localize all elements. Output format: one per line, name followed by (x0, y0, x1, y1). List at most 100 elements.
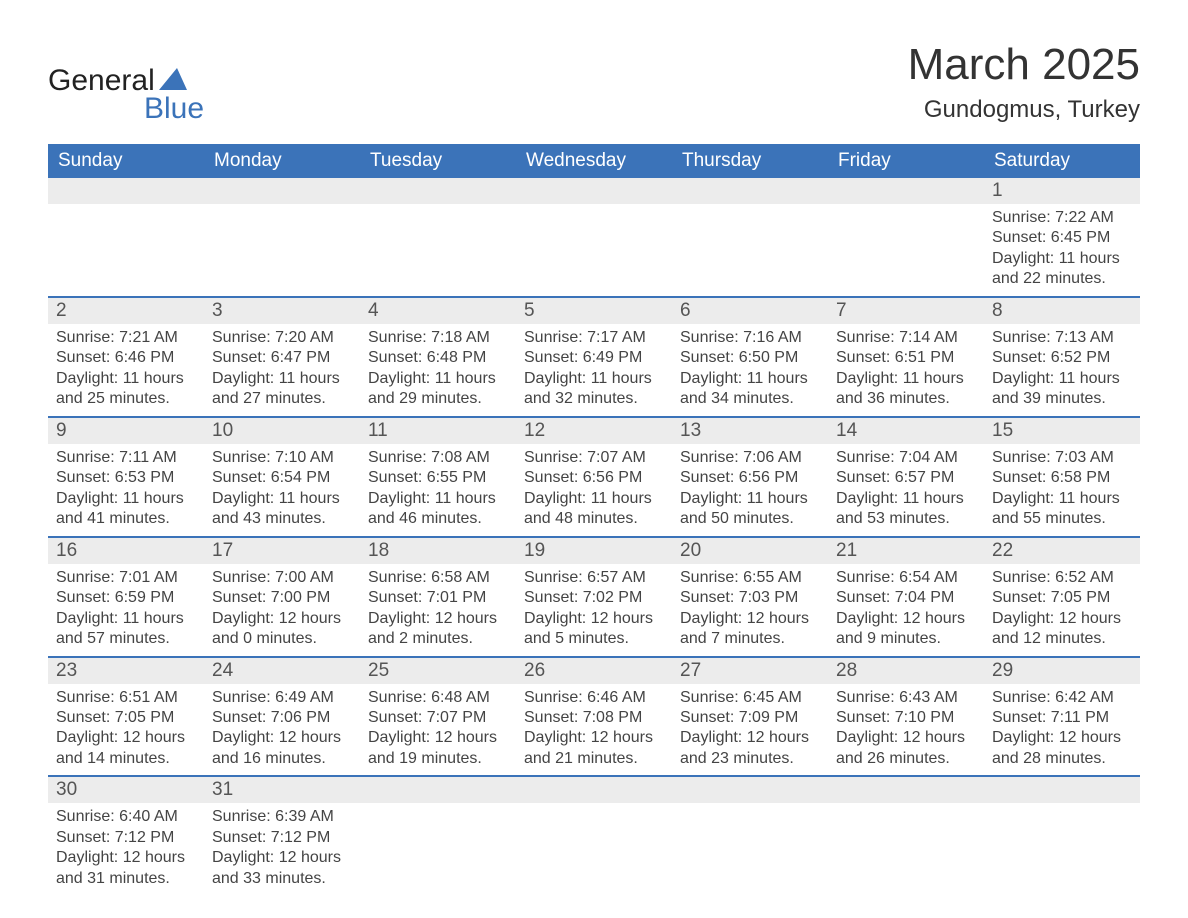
sunrise-text: Sunrise: 6:51 AM (56, 688, 196, 708)
day-cell: 3Sunrise: 7:20 AMSunset: 6:47 PMDaylight… (204, 297, 360, 417)
week-row: 9Sunrise: 7:11 AMSunset: 6:53 PMDaylight… (48, 417, 1140, 537)
sunrise-text: Sunrise: 7:18 AM (368, 328, 508, 348)
day-content: Sunrise: 6:40 AMSunset: 7:12 PMDaylight:… (48, 803, 204, 895)
daylight-text: Daylight: 11 hours and 27 minutes. (212, 369, 352, 410)
page-header: General Blue March 2025 Gundogmus, Turke… (48, 40, 1140, 126)
day-cell: 21Sunrise: 6:54 AMSunset: 7:04 PMDayligh… (828, 537, 984, 657)
sunrise-text: Sunrise: 7:03 AM (992, 448, 1132, 468)
day-number: 15 (984, 418, 1140, 444)
day-number: 20 (672, 538, 828, 564)
sunset-text: Sunset: 6:53 PM (56, 468, 196, 488)
daylight-text: Daylight: 11 hours and 22 minutes. (992, 249, 1132, 290)
daylight-text: Daylight: 12 hours and 0 minutes. (212, 609, 352, 650)
day-content (516, 803, 672, 889)
day-cell: 1Sunrise: 7:22 AMSunset: 6:45 PMDaylight… (984, 178, 1140, 297)
day-cell: 19Sunrise: 6:57 AMSunset: 7:02 PMDayligh… (516, 537, 672, 657)
day-cell: 8Sunrise: 7:13 AMSunset: 6:52 PMDaylight… (984, 297, 1140, 417)
daylight-text: Daylight: 11 hours and 55 minutes. (992, 489, 1132, 530)
sunset-text: Sunset: 6:57 PM (836, 468, 976, 488)
day-number (984, 777, 1140, 803)
day-content: Sunrise: 6:49 AMSunset: 7:06 PMDaylight:… (204, 684, 360, 776)
sunrise-text: Sunrise: 7:22 AM (992, 208, 1132, 228)
daylight-text: Daylight: 11 hours and 36 minutes. (836, 369, 976, 410)
day-cell: 31Sunrise: 6:39 AMSunset: 7:12 PMDayligh… (204, 776, 360, 895)
day-cell: 2Sunrise: 7:21 AMSunset: 6:46 PMDaylight… (48, 297, 204, 417)
col-monday: Monday (204, 144, 360, 178)
day-number: 25 (360, 658, 516, 684)
daylight-text: Daylight: 12 hours and 7 minutes. (680, 609, 820, 650)
day-content (360, 204, 516, 290)
sunset-text: Sunset: 7:03 PM (680, 588, 820, 608)
daylight-text: Daylight: 12 hours and 16 minutes. (212, 728, 352, 769)
daylight-text: Daylight: 11 hours and 48 minutes. (524, 489, 664, 530)
daylight-text: Daylight: 11 hours and 57 minutes. (56, 609, 196, 650)
sunset-text: Sunset: 7:11 PM (992, 708, 1132, 728)
day-content: Sunrise: 6:58 AMSunset: 7:01 PMDaylight:… (360, 564, 516, 656)
col-thursday: Thursday (672, 144, 828, 178)
sunset-text: Sunset: 6:55 PM (368, 468, 508, 488)
day-cell (204, 178, 360, 297)
day-number (672, 777, 828, 803)
sunset-text: Sunset: 7:04 PM (836, 588, 976, 608)
sunrise-text: Sunrise: 6:54 AM (836, 568, 976, 588)
sunset-text: Sunset: 7:12 PM (56, 828, 196, 848)
day-number (672, 178, 828, 204)
sunset-text: Sunset: 6:54 PM (212, 468, 352, 488)
sunset-text: Sunset: 7:05 PM (992, 588, 1132, 608)
sunrise-text: Sunrise: 7:04 AM (836, 448, 976, 468)
day-cell: 20Sunrise: 6:55 AMSunset: 7:03 PMDayligh… (672, 537, 828, 657)
sunset-text: Sunset: 6:46 PM (56, 348, 196, 368)
daylight-text: Daylight: 12 hours and 2 minutes. (368, 609, 508, 650)
daylight-text: Daylight: 11 hours and 46 minutes. (368, 489, 508, 530)
title-block: March 2025 Gundogmus, Turkey (908, 40, 1140, 124)
day-content: Sunrise: 6:42 AMSunset: 7:11 PMDaylight:… (984, 684, 1140, 776)
sunrise-text: Sunrise: 7:06 AM (680, 448, 820, 468)
daylight-text: Daylight: 12 hours and 26 minutes. (836, 728, 976, 769)
day-content: Sunrise: 6:55 AMSunset: 7:03 PMDaylight:… (672, 564, 828, 656)
day-content (984, 803, 1140, 889)
sunset-text: Sunset: 7:08 PM (524, 708, 664, 728)
day-cell: 5Sunrise: 7:17 AMSunset: 6:49 PMDaylight… (516, 297, 672, 417)
day-cell: 26Sunrise: 6:46 AMSunset: 7:08 PMDayligh… (516, 657, 672, 777)
month-title: March 2025 (908, 40, 1140, 90)
day-number: 8 (984, 298, 1140, 324)
day-content: Sunrise: 7:07 AMSunset: 6:56 PMDaylight:… (516, 444, 672, 536)
day-cell: 11Sunrise: 7:08 AMSunset: 6:55 PMDayligh… (360, 417, 516, 537)
day-content: Sunrise: 7:13 AMSunset: 6:52 PMDaylight:… (984, 324, 1140, 416)
sunrise-text: Sunrise: 6:40 AM (56, 807, 196, 827)
day-number: 26 (516, 658, 672, 684)
daylight-text: Daylight: 12 hours and 14 minutes. (56, 728, 196, 769)
daylight-text: Daylight: 11 hours and 41 minutes. (56, 489, 196, 530)
day-number: 5 (516, 298, 672, 324)
day-cell: 18Sunrise: 6:58 AMSunset: 7:01 PMDayligh… (360, 537, 516, 657)
sunset-text: Sunset: 6:56 PM (524, 468, 664, 488)
day-content (672, 803, 828, 889)
day-cell: 12Sunrise: 7:07 AMSunset: 6:56 PMDayligh… (516, 417, 672, 537)
location-subtitle: Gundogmus, Turkey (908, 96, 1140, 124)
sunrise-text: Sunrise: 7:07 AM (524, 448, 664, 468)
day-cell (48, 178, 204, 297)
day-number: 29 (984, 658, 1140, 684)
week-row: 30Sunrise: 6:40 AMSunset: 7:12 PMDayligh… (48, 776, 1140, 895)
day-content: Sunrise: 6:48 AMSunset: 7:07 PMDaylight:… (360, 684, 516, 776)
sunrise-text: Sunrise: 6:49 AM (212, 688, 352, 708)
day-cell (672, 776, 828, 895)
brand-logo: General Blue (48, 64, 204, 126)
sunrise-text: Sunrise: 6:42 AM (992, 688, 1132, 708)
day-number (360, 777, 516, 803)
day-cell (672, 178, 828, 297)
day-content: Sunrise: 7:08 AMSunset: 6:55 PMDaylight:… (360, 444, 516, 536)
day-cell: 9Sunrise: 7:11 AMSunset: 6:53 PMDaylight… (48, 417, 204, 537)
daylight-text: Daylight: 11 hours and 53 minutes. (836, 489, 976, 530)
day-cell: 24Sunrise: 6:49 AMSunset: 7:06 PMDayligh… (204, 657, 360, 777)
sunrise-text: Sunrise: 7:08 AM (368, 448, 508, 468)
day-cell: 4Sunrise: 7:18 AMSunset: 6:48 PMDaylight… (360, 297, 516, 417)
day-cell (360, 776, 516, 895)
col-sunday: Sunday (48, 144, 204, 178)
daylight-text: Daylight: 11 hours and 39 minutes. (992, 369, 1132, 410)
sunrise-text: Sunrise: 6:46 AM (524, 688, 664, 708)
sunrise-text: Sunrise: 7:10 AM (212, 448, 352, 468)
day-content: Sunrise: 6:43 AMSunset: 7:10 PMDaylight:… (828, 684, 984, 776)
brand-line2: Blue (144, 92, 204, 126)
day-content: Sunrise: 7:00 AMSunset: 7:00 PMDaylight:… (204, 564, 360, 656)
